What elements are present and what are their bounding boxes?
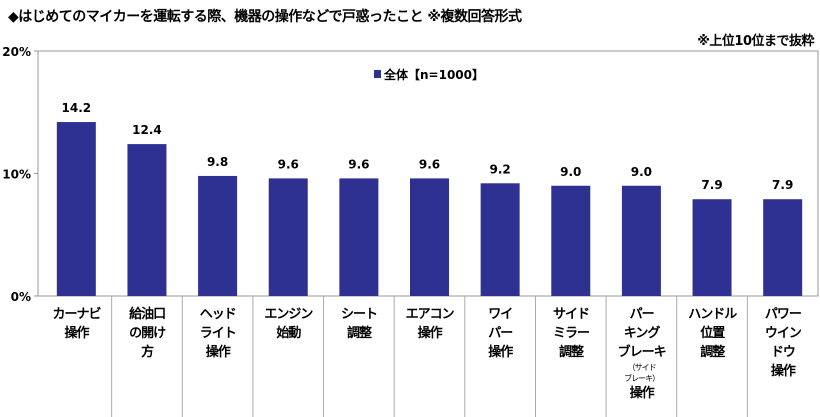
bar-value-label: 14.2 [62, 101, 92, 115]
x-category-label: サイド ミラー 調整 [535, 305, 606, 362]
bar-value-label: 7.9 [772, 178, 793, 192]
bar [692, 199, 732, 296]
x-category-label: ハンドル 位置 調整 [677, 305, 748, 362]
x-category-label: ワイ パー 操作 [465, 305, 536, 362]
legend-swatch [374, 70, 381, 78]
bar [621, 185, 661, 296]
x-category-label: シート 調整 [324, 305, 395, 343]
category-text: パワー ウイン ドウ 操作 [764, 307, 802, 379]
category-text: 操作 [629, 386, 655, 401]
bar [198, 175, 238, 296]
x-category-label: 給油口 の開け 方 [112, 305, 183, 362]
x-category-label: パー キング ブレーキ （サイド ブレーキ） 操作 [606, 305, 677, 403]
chart-note: ※上位10位まで抜粋 [697, 34, 814, 49]
y-tick-label: 20% [2, 45, 31, 59]
bar [410, 178, 449, 296]
category-text: エンジン 始動 [264, 307, 313, 341]
category-text: カーナビ 操作 [52, 307, 101, 341]
bar-value-label: 9.2 [490, 162, 511, 176]
category-text: ハンドル 位置 調整 [688, 307, 737, 360]
category-text: サイド ミラー 調整 [552, 307, 590, 360]
chart-title: ◆はじめてのマイカーを運転する際、機器の操作などで戸惑ったこと ※複数回答形式 [8, 9, 522, 25]
bar-value-label: 12.4 [132, 123, 162, 137]
category-text: ワイ パー 操作 [488, 307, 513, 360]
bar [56, 122, 96, 296]
category-text: パー キング ブレーキ [617, 307, 667, 360]
y-tick-label: 10% [2, 168, 31, 182]
bar-value-label: 9.8 [207, 155, 228, 169]
y-tick-label: 0% [11, 290, 31, 304]
category-text: シート 調整 [341, 307, 378, 341]
bar-value-label: 9.0 [631, 165, 652, 179]
category-text: エアコン 操作 [405, 307, 455, 341]
category-subtext: （サイド ブレーキ） [624, 363, 660, 383]
bar-value-label: 9.0 [560, 165, 581, 179]
bar [551, 185, 591, 296]
bar [268, 178, 308, 296]
x-category-label: パワー ウイン ドウ 操作 [747, 305, 818, 381]
category-text: 給油口 の開け 方 [129, 307, 166, 360]
bar [763, 199, 803, 296]
legend-label: 全体【n=1000】 [383, 67, 484, 82]
x-category-label: エアコン 操作 [394, 305, 465, 343]
x-category-label: カーナビ 操作 [41, 305, 112, 343]
bar-value-label: 9.6 [348, 157, 369, 171]
bar [480, 183, 520, 296]
bar-value-label: 9.6 [278, 157, 299, 171]
x-category-label: ヘッド ライト 操作 [182, 305, 253, 362]
category-text: ヘッド ライト 操作 [199, 307, 237, 360]
bar-value-label: 7.9 [701, 178, 722, 192]
bar [339, 178, 379, 296]
bar [127, 144, 167, 296]
bar-value-label: 9.6 [419, 157, 440, 171]
x-category-label: エンジン 始動 [253, 305, 324, 343]
